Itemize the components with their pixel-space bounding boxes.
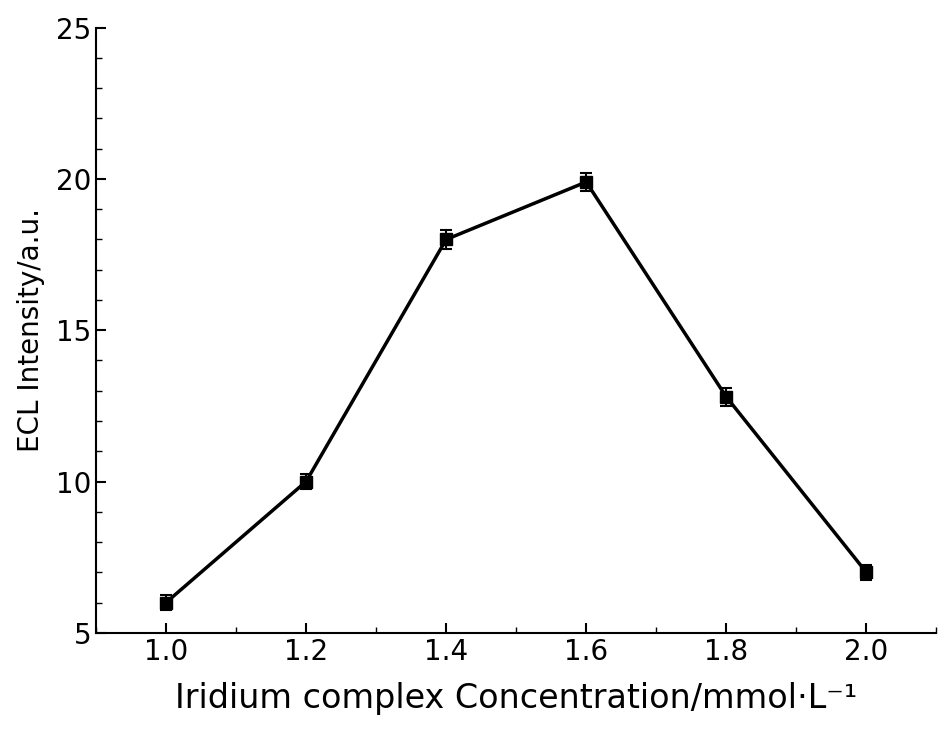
X-axis label: Iridium complex Concentration/mmol·L⁻¹: Iridium complex Concentration/mmol·L⁻¹: [175, 682, 857, 715]
Y-axis label: ECL Intensity/a.u.: ECL Intensity/a.u.: [16, 208, 45, 452]
